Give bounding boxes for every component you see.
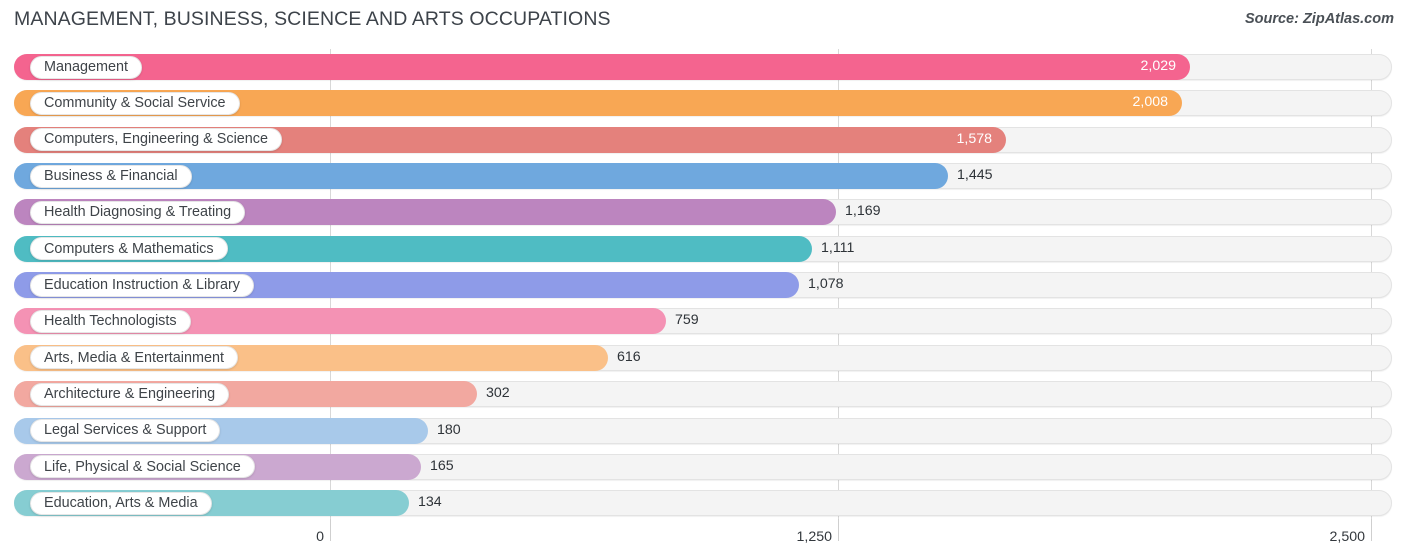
chart-row[interactable]: Arts, Media & Entertainment 616: [0, 340, 1406, 376]
bar-value-label: 1,445: [957, 167, 993, 184]
bar-category-label-text: Health Diagnosing & Treating: [44, 204, 232, 221]
bar-category-label: Computers, Engineering & Science: [30, 128, 282, 152]
bar-value-label: 1,078: [808, 276, 844, 293]
chart-row[interactable]: Architecture & Engineering 302: [0, 376, 1406, 412]
bar-category-label: Management: [30, 55, 142, 79]
bar-category-label-text: Legal Services & Support: [44, 422, 207, 439]
bar-category-label: Health Technologists: [30, 309, 191, 333]
chart-plot-area: Management 2,029 Community & Social Servic…: [0, 49, 1406, 519]
bar-category-label-text: Computers, Engineering & Science: [44, 131, 268, 148]
axis-tick-label: 2,500: [1329, 529, 1365, 545]
chart-row[interactable]: Health Diagnosing & Treating 1,169: [0, 194, 1406, 230]
bar-category-label: Education, Arts & Media: [30, 491, 212, 515]
axis-tick-line: [1371, 519, 1372, 541]
bar-value-label: 1,169: [845, 203, 881, 220]
bar-category-label-text: Education, Arts & Media: [44, 494, 198, 511]
chart-header: MANAGEMENT, BUSINESS, SCIENCE AND ARTS O…: [0, 0, 1406, 42]
axis-tick-label: 0: [316, 529, 324, 545]
bar-category-label: Health Diagnosing & Treating: [30, 200, 246, 224]
chart-row[interactable]: Management 2,029: [0, 49, 1406, 85]
source-attribution: Source: ZipAtlas.com: [1244, 11, 1394, 27]
bar-category-label: Arts, Media & Entertainment: [30, 346, 238, 370]
bar-category-label: Legal Services & Support: [30, 419, 221, 442]
bar-category-label: Community & Social Service: [30, 91, 240, 115]
chart-row[interactable]: Health Technologists 759: [0, 303, 1406, 339]
chart-row[interactable]: Computers, Engineering & Science 1,578: [0, 122, 1406, 158]
chart-row[interactable]: Education Instruction & Library 1,078: [0, 267, 1406, 303]
bar-category-label-text: Education Instruction & Library: [44, 276, 240, 293]
axis-tick-line: [330, 519, 331, 541]
chart-row[interactable]: Computers & Mathematics 1,111: [0, 231, 1406, 267]
bar-category-label: Architecture & Engineering: [30, 382, 230, 406]
bar-value-label: 616: [617, 348, 641, 365]
bar-value-label: 1,578: [956, 130, 992, 147]
bar-category-label: Computers & Mathematics: [30, 237, 228, 261]
bar-category-label: Business & Financial: [30, 164, 192, 188]
chart-row[interactable]: Education, Arts & Media 134: [0, 485, 1406, 521]
bar-value-label: 302: [486, 385, 510, 402]
bar[interactable]: [14, 54, 1190, 80]
axis-tick-label: 1,250: [796, 529, 832, 545]
bar-category-label-text: Business & Financial: [44, 167, 178, 184]
bar-category-label: Life, Physical & Social Science: [30, 455, 255, 479]
bar-category-label-text: Management: [44, 58, 128, 75]
bar-value-label: 1,111: [821, 239, 855, 256]
bar-value-label: 759: [675, 312, 699, 329]
page-title: MANAGEMENT, BUSINESS, SCIENCE AND ARTS O…: [14, 8, 611, 30]
chart-row[interactable]: Business & Financial 1,445: [0, 158, 1406, 194]
bar-value-label: 2,008: [1132, 94, 1168, 111]
chart-row[interactable]: Community & Social Service 2,008: [0, 85, 1406, 121]
bar-category-label-text: Health Technologists: [44, 313, 177, 330]
bar-category-label-text: Life, Physical & Social Science: [44, 458, 241, 475]
bar-category-label-text: Architecture & Engineering: [44, 385, 216, 402]
bar-value-label: 2,029: [1140, 58, 1176, 74]
chart-row[interactable]: Life, Physical & Social Science 165: [0, 449, 1406, 485]
x-axis: 0 1,250 2,500: [0, 519, 1406, 558]
chart-row[interactable]: Legal Services & Support 180: [0, 413, 1406, 449]
bar-category-label-text: Computers & Mathematics: [44, 240, 214, 257]
bar-category-label-text: Community & Social Service: [44, 95, 226, 112]
bar-category-label-text: Arts, Media & Entertainment: [44, 349, 224, 366]
axis-tick-line: [838, 519, 839, 541]
bar-value-label: 165: [430, 457, 454, 474]
bar-category-label: Education Instruction & Library: [30, 273, 254, 297]
bar-value-label: 180: [437, 421, 461, 438]
bar-value-label: 134: [418, 494, 442, 511]
